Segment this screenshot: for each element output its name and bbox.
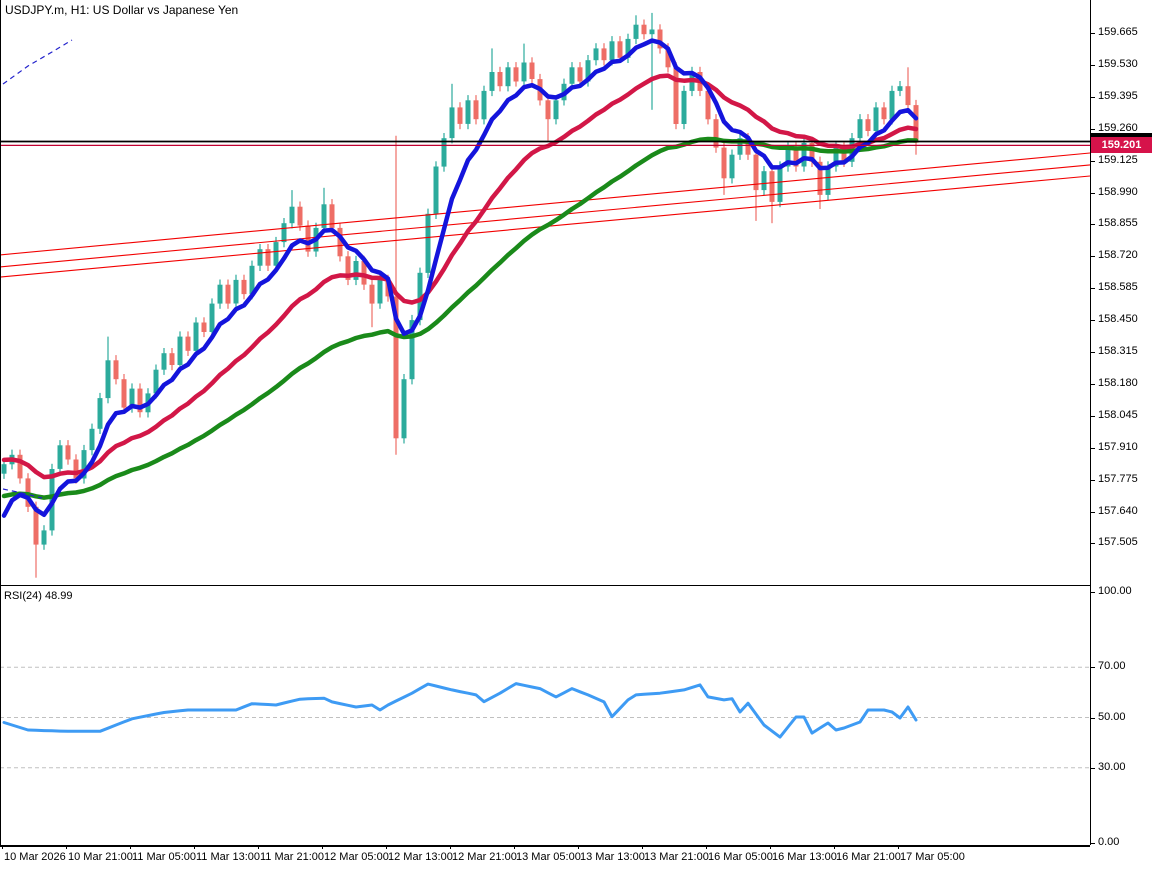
time-axis-label: 12 Mar 13:00 bbox=[388, 851, 453, 863]
price-axis-tick bbox=[1090, 543, 1095, 544]
time-axis-label: 13 Mar 05:00 bbox=[516, 851, 581, 863]
time-axis-label: 13 Mar 13:00 bbox=[580, 851, 645, 863]
current-price-badge: 159.201 bbox=[1091, 137, 1152, 153]
price-axis-label: 158.180 bbox=[1098, 377, 1138, 389]
main-chart-pane[interactable] bbox=[0, 0, 1090, 586]
rsi-indicator-pane[interactable] bbox=[0, 586, 1090, 845]
price-axis-label: 158.720 bbox=[1098, 249, 1138, 261]
price-axis-tick bbox=[1090, 224, 1095, 225]
price-axis-tick bbox=[1090, 161, 1095, 162]
time-axis-label: 11 Mar 13:00 bbox=[196, 851, 261, 863]
time-axis-label: 12 Mar 21:00 bbox=[452, 851, 517, 863]
time-axis-tick bbox=[834, 845, 835, 849]
price-axis-tick bbox=[1090, 193, 1095, 194]
rsi-axis-label: 0.00 bbox=[1098, 836, 1120, 848]
price-axis-label: 158.855 bbox=[1098, 217, 1138, 229]
price-axis-label: 158.315 bbox=[1098, 345, 1138, 357]
time-axis-tick bbox=[386, 845, 387, 849]
time-axis-tick bbox=[258, 845, 259, 849]
price-axis-tick bbox=[1090, 97, 1095, 98]
rsi-axis-tick bbox=[1090, 592, 1095, 593]
time-axis-tick bbox=[2, 845, 3, 849]
price-axis-label: 158.585 bbox=[1098, 281, 1138, 293]
price-axis-tick bbox=[1090, 352, 1095, 353]
time-axis-label: 16 Mar 13:00 bbox=[772, 851, 837, 863]
price-axis-tick bbox=[1090, 480, 1095, 481]
price-axis-label: 159.395 bbox=[1098, 90, 1138, 102]
time-axis-tick bbox=[130, 845, 131, 849]
price-axis-label: 158.450 bbox=[1098, 313, 1138, 325]
rsi-indicator-label: RSI(24) 48.99 bbox=[4, 590, 73, 602]
time-axis-label: 16 Mar 05:00 bbox=[708, 851, 773, 863]
price-axis-tick bbox=[1090, 448, 1095, 449]
time-axis-label: 13 Mar 21:00 bbox=[644, 851, 709, 863]
price-axis-label: 157.640 bbox=[1098, 505, 1138, 517]
price-axis-label: 158.990 bbox=[1098, 186, 1138, 198]
price-axis-label: 159.260 bbox=[1098, 122, 1138, 134]
price-axis-label: 157.505 bbox=[1098, 536, 1138, 548]
rsi-axis-label: 100.00 bbox=[1098, 585, 1132, 597]
symbol-title: USDJPY.m, H1: US Dollar vs Japanese Yen bbox=[5, 3, 239, 17]
time-axis-tick bbox=[642, 845, 643, 849]
time-axis-tick bbox=[706, 845, 707, 849]
time-axis-tick bbox=[322, 845, 323, 849]
time-axis-tick bbox=[898, 845, 899, 849]
price-axis-tick bbox=[1090, 256, 1095, 257]
price-axis-tick bbox=[1090, 288, 1095, 289]
time-axis-tick bbox=[514, 845, 515, 849]
time-axis-label: 10 Mar 21:00 bbox=[68, 851, 133, 863]
time-axis-tick bbox=[66, 845, 67, 849]
price-axis-label: 158.045 bbox=[1098, 409, 1138, 421]
pane-separator[interactable] bbox=[0, 585, 1090, 586]
price-axis-tick bbox=[1090, 320, 1095, 321]
time-axis-label: 16 Mar 21:00 bbox=[836, 851, 901, 863]
price-axis-line bbox=[1090, 0, 1091, 845]
time-axis-tick bbox=[194, 845, 195, 849]
price-axis-tick bbox=[1090, 416, 1095, 417]
rsi-axis-tick bbox=[1090, 667, 1095, 668]
price-axis-label: 159.665 bbox=[1098, 26, 1138, 38]
price-axis-tick bbox=[1090, 384, 1095, 385]
rsi-axis-label: 70.00 bbox=[1098, 660, 1126, 672]
price-axis-label: 157.775 bbox=[1098, 473, 1138, 485]
bottom-border bbox=[0, 845, 1090, 847]
rsi-axis-tick bbox=[1090, 843, 1095, 844]
left-border bbox=[0, 0, 1, 845]
price-axis-tick bbox=[1090, 512, 1095, 513]
time-axis-tick bbox=[578, 845, 579, 849]
rsi-axis-tick bbox=[1090, 768, 1095, 769]
price-axis-tick bbox=[1090, 129, 1095, 130]
rsi-axis-label: 50.00 bbox=[1098, 711, 1126, 723]
rsi-axis-label: 30.00 bbox=[1098, 761, 1126, 773]
price-axis-label: 159.125 bbox=[1098, 154, 1138, 166]
time-axis-label: 11 Mar 21:00 bbox=[260, 851, 325, 863]
price-axis-tick bbox=[1090, 33, 1095, 34]
time-axis-label: 17 Mar 05:00 bbox=[900, 851, 965, 863]
time-axis-tick bbox=[450, 845, 451, 849]
time-axis-label: 10 Mar 2026 bbox=[4, 851, 66, 863]
price-axis-tick bbox=[1090, 65, 1095, 66]
time-axis-label: 11 Mar 05:00 bbox=[132, 851, 197, 863]
time-axis-tick bbox=[770, 845, 771, 849]
price-axis-label: 157.910 bbox=[1098, 441, 1138, 453]
price-axis-label: 159.530 bbox=[1098, 58, 1138, 70]
time-axis-label: 12 Mar 05:00 bbox=[324, 851, 389, 863]
rsi-axis-tick bbox=[1090, 718, 1095, 719]
hline-axis-marker bbox=[1090, 133, 1152, 137]
